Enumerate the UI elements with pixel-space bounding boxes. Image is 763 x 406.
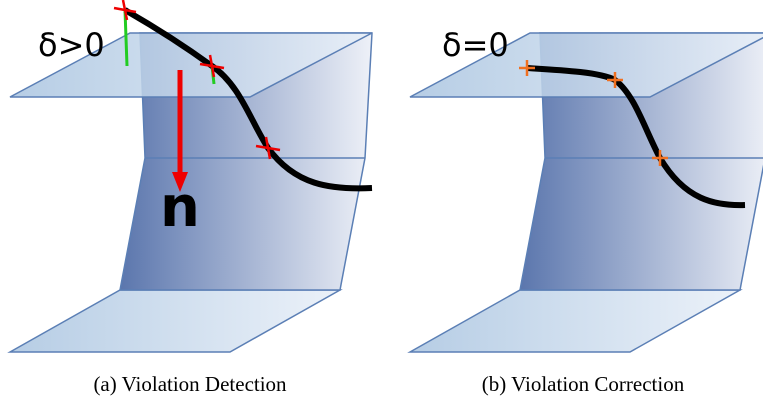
arrow-head	[172, 172, 188, 192]
violation	[123, 9, 129, 67]
caption: (a) Violation Detection	[93, 372, 287, 396]
panel-a: δ>0 n (a) Violation Detection	[9, 0, 373, 396]
curve	[526, 65, 746, 209]
delta-label: δ=0	[442, 26, 509, 64]
delta-label: δ>0	[38, 26, 105, 64]
crosses	[519, 60, 668, 166]
panel-b: δ=0 (b) Violation Correction	[409, 26, 763, 396]
caption: (b) Violation Correction	[482, 372, 685, 396]
curve	[123, 7, 373, 192]
crosses	[113, 0, 281, 160]
surface	[409, 32, 763, 353]
normal-label: n	[160, 175, 200, 240]
